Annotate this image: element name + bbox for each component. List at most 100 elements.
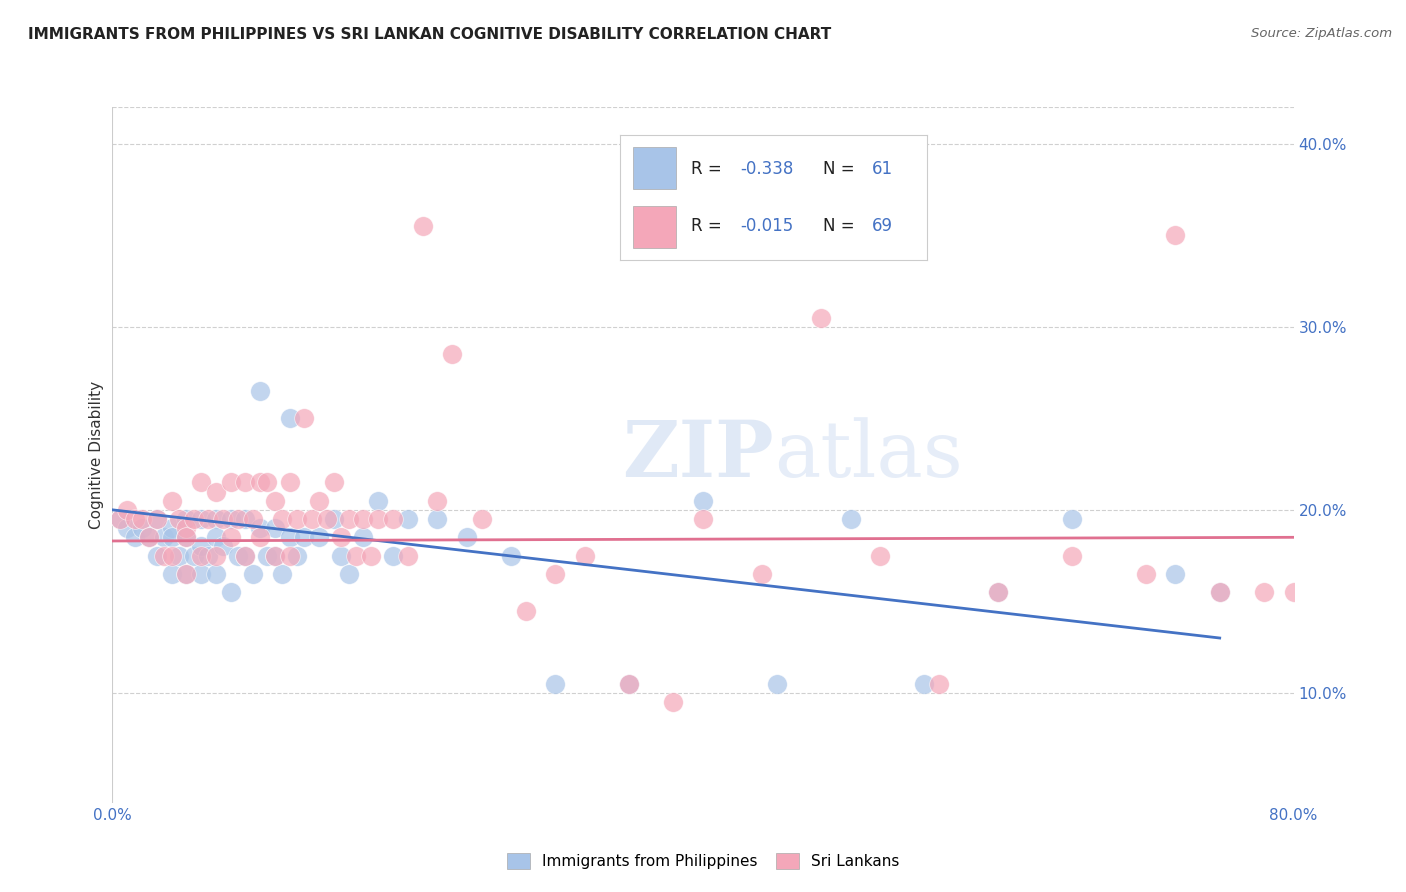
Point [160, 493, 183, 508]
Point [271, 512, 294, 526]
Point [766, 677, 789, 691]
Point [124, 512, 146, 526]
Point [138, 530, 160, 544]
Point [249, 530, 271, 544]
Point [242, 512, 264, 526]
Point [751, 566, 773, 581]
Text: ZIP: ZIP [623, 417, 773, 493]
Point [869, 549, 891, 563]
Point [292, 411, 315, 425]
Point [301, 512, 323, 526]
Point [174, 566, 197, 581]
Point [219, 585, 242, 599]
Point [167, 549, 190, 563]
Point [249, 521, 271, 535]
Point [352, 512, 374, 526]
Point [131, 512, 153, 526]
Point [396, 549, 419, 563]
Point [360, 549, 382, 563]
Point [470, 512, 494, 526]
Point [987, 585, 1010, 599]
Point [190, 549, 212, 563]
Point [233, 512, 256, 526]
Point [205, 566, 228, 581]
Point [117, 503, 138, 517]
Text: -0.015: -0.015 [740, 218, 793, 235]
Point [197, 512, 219, 526]
Point [108, 512, 131, 526]
Point [323, 512, 346, 526]
Point [160, 566, 183, 581]
Point [692, 493, 714, 508]
Point [108, 512, 131, 526]
Point [1062, 512, 1084, 526]
Point [278, 475, 301, 490]
Point [456, 530, 478, 544]
Point [174, 566, 197, 581]
FancyBboxPatch shape [633, 206, 676, 248]
Point [190, 512, 212, 526]
Point [396, 512, 419, 526]
Point [292, 530, 315, 544]
Text: -0.338: -0.338 [740, 160, 793, 178]
Point [190, 540, 212, 554]
Point [1208, 585, 1232, 599]
Point [212, 540, 235, 554]
Point [264, 549, 287, 563]
Point [205, 512, 228, 526]
Point [308, 493, 330, 508]
Point [367, 512, 389, 526]
Point [153, 549, 176, 563]
Point [344, 549, 367, 563]
Point [160, 530, 183, 544]
Point [160, 549, 183, 563]
Point [153, 530, 176, 544]
Point [330, 549, 353, 563]
Point [249, 475, 271, 490]
Point [928, 677, 950, 691]
Text: 61: 61 [872, 160, 893, 178]
Point [337, 566, 360, 581]
Point [205, 530, 228, 544]
Point [138, 530, 160, 544]
Point [501, 549, 523, 563]
Point [810, 310, 832, 325]
Point [190, 475, 212, 490]
Point [174, 521, 197, 535]
Point [174, 530, 197, 544]
Text: Source: ZipAtlas.com: Source: ZipAtlas.com [1251, 27, 1392, 40]
Point [337, 512, 360, 526]
Point [382, 512, 405, 526]
Point [839, 512, 862, 526]
Point [124, 530, 146, 544]
Point [692, 512, 714, 526]
Point [264, 549, 287, 563]
Text: R =: R = [690, 160, 727, 178]
Point [1282, 585, 1305, 599]
Y-axis label: Cognitive Disability: Cognitive Disability [89, 381, 104, 529]
Point [219, 530, 242, 544]
Point [367, 493, 389, 508]
Text: N =: N = [823, 218, 860, 235]
Point [308, 530, 330, 544]
Text: N =: N = [823, 160, 860, 178]
Point [174, 530, 197, 544]
Point [242, 566, 264, 581]
Text: R =: R = [690, 218, 727, 235]
Point [382, 549, 405, 563]
Point [219, 512, 242, 526]
Point [117, 521, 138, 535]
Point [1253, 585, 1275, 599]
Point [323, 475, 346, 490]
Point [987, 585, 1010, 599]
Point [256, 549, 278, 563]
Point [249, 384, 271, 398]
Point [544, 677, 567, 691]
Point [619, 677, 641, 691]
Point [183, 512, 205, 526]
Point [352, 530, 374, 544]
Legend: Immigrants from Philippines, Sri Lankans: Immigrants from Philippines, Sri Lankans [501, 847, 905, 875]
Point [226, 512, 249, 526]
Point [160, 521, 183, 535]
Point [315, 512, 337, 526]
